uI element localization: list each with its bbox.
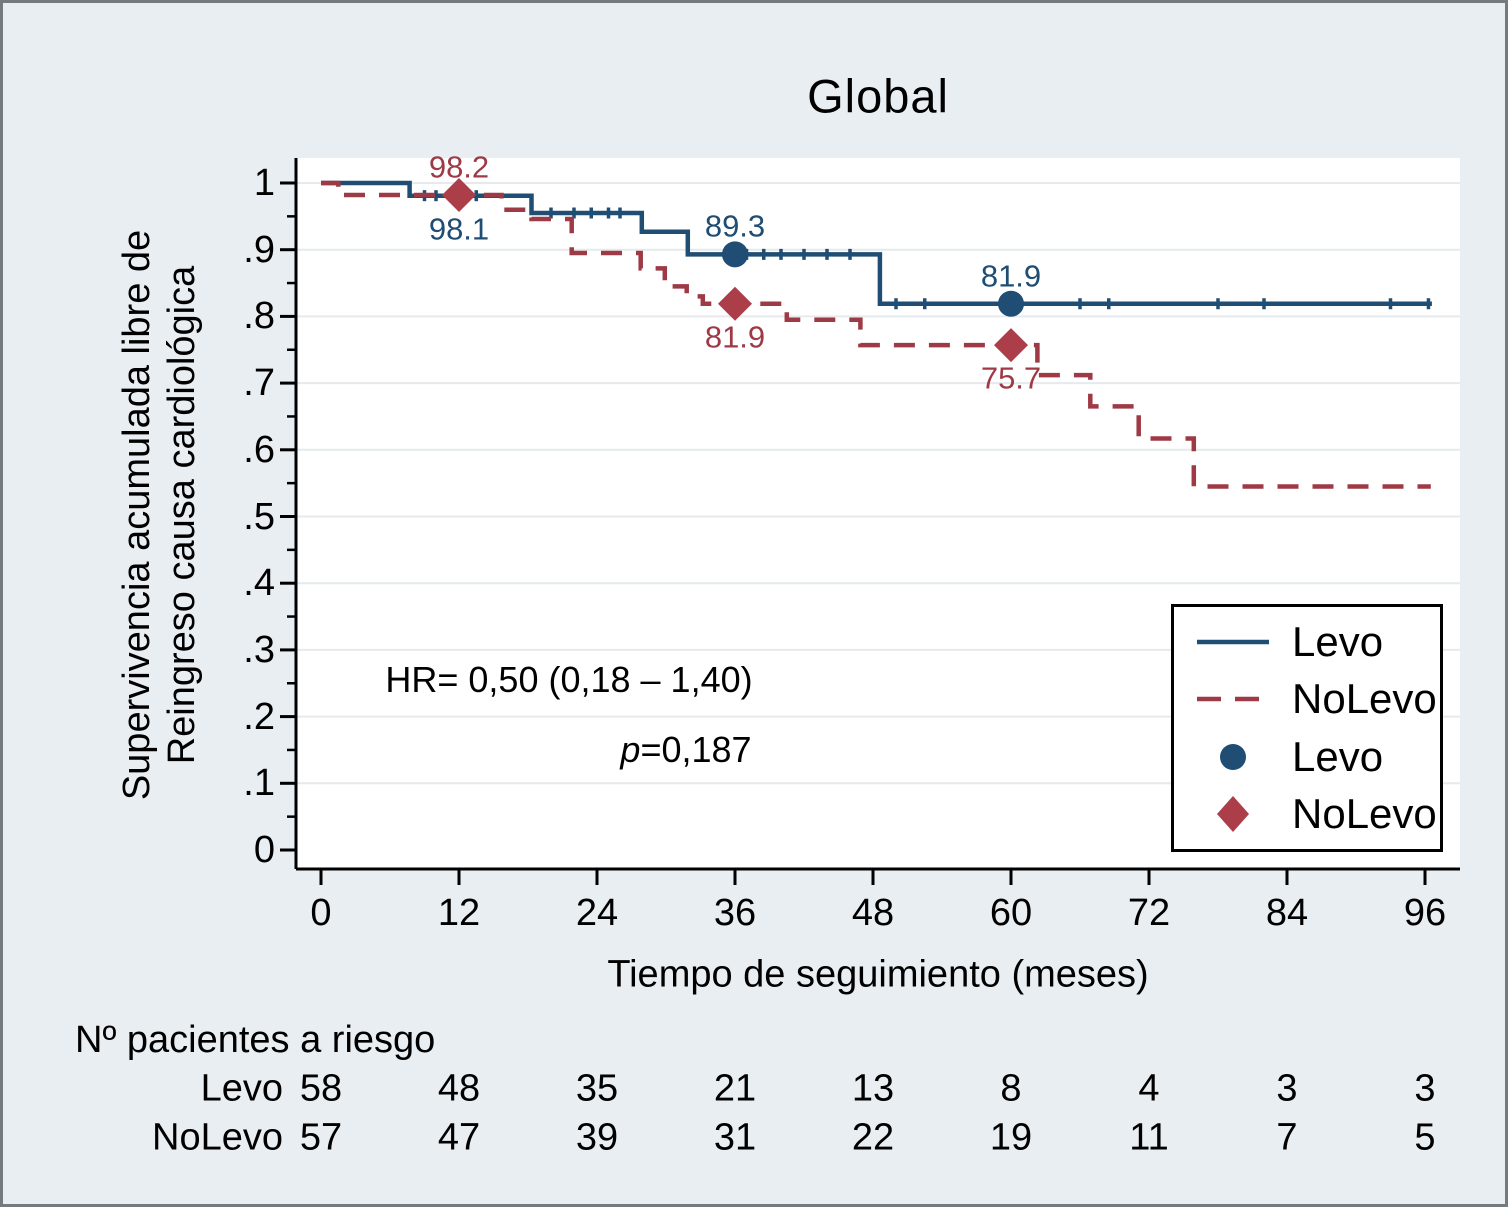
x-tick-label-48: 48 <box>851 892 895 934</box>
risk-value-levo-84: 3 <box>1276 1067 1298 1110</box>
legend-label-levo: Levo <box>1292 732 1384 780</box>
legend-entry-nolevo-dashed-line: NoLevo <box>1174 675 1440 723</box>
risk-row-label-levo: Levo <box>200 1067 283 1110</box>
legend-diamond-icon <box>1174 792 1292 836</box>
y-axis-title-line1: Supervivencia acumulada libre de <box>116 229 159 801</box>
risk-value-nolevo-84: 7 <box>1276 1116 1298 1159</box>
risk-value-nolevo-0: 57 <box>299 1116 343 1159</box>
risk-value-nolevo-96: 5 <box>1414 1116 1436 1159</box>
x-tick-label-36: 36 <box>713 892 757 934</box>
p-value-symbol: p <box>620 729 641 770</box>
annotation-nolevo-12: 98.2 <box>428 149 490 185</box>
hazard-ratio-text: HR= 0,50 (0,18 – 1,40) <box>385 659 753 700</box>
x-tick-label-24: 24 <box>575 892 619 934</box>
y-tick-label-0: 0 <box>253 829 275 871</box>
y-tick-label-5: .5 <box>243 495 275 538</box>
legend-entry-nolevo-diamond: NoLevo <box>1174 790 1440 838</box>
risk-value-levo-12: 48 <box>437 1067 481 1110</box>
legend-solid-line-icon <box>1174 622 1292 662</box>
legend-label-levo: Levo <box>1292 617 1384 665</box>
legend-label-nolevo: NoLevo <box>1292 675 1437 723</box>
risk-value-nolevo-72: 11 <box>1129 1116 1169 1159</box>
y-tick-label-3: .3 <box>243 628 275 671</box>
annotation-levo-60: 81.9 <box>980 258 1042 294</box>
risk-table-header: Nº pacientes a riesgo <box>75 1019 436 1061</box>
risk-value-nolevo-60: 19 <box>989 1116 1033 1159</box>
risk-value-nolevo-24: 39 <box>575 1116 619 1159</box>
legend-dashed-line-icon <box>1174 679 1292 719</box>
risk-row-label-nolevo: NoLevo <box>152 1116 283 1159</box>
y-tick-label-1: 1 <box>253 162 275 204</box>
legend-entry-levo-circle: Levo <box>1174 733 1440 781</box>
legend-box: Levo NoLevo Levo NoLevo <box>1171 604 1443 852</box>
annotation-levo-12: 98.1 <box>428 211 490 247</box>
y-tick-label-1: .1 <box>243 762 275 805</box>
y-tick-label-9: .9 <box>243 228 275 271</box>
risk-value-levo-24: 35 <box>575 1067 619 1110</box>
x-tick-label-0: 0 <box>310 892 332 934</box>
y-tick-label-2: .2 <box>243 695 275 738</box>
p-value-text: p=0,187 <box>620 729 751 771</box>
y-axis-title-line2: Reingreso causa cardiológica <box>161 265 203 765</box>
legend-circle-icon <box>1174 737 1292 777</box>
y-tick-label-6: .6 <box>243 428 275 471</box>
risk-value-nolevo-36: 31 <box>713 1116 757 1159</box>
risk-value-levo-0: 58 <box>299 1067 343 1110</box>
annotation-nolevo-36: 81.9 <box>704 319 766 355</box>
x-tick-label-72: 72 <box>1127 892 1171 934</box>
risk-value-levo-60: 8 <box>1000 1067 1022 1110</box>
risk-value-levo-48: 13 <box>851 1067 895 1110</box>
risk-value-levo-96: 3 <box>1414 1067 1436 1110</box>
y-tick-label-4: .4 <box>243 562 275 605</box>
x-tick-label-60: 60 <box>989 892 1033 934</box>
annotation-levo-36: 89.3 <box>704 208 766 244</box>
legend-entry-levo-solid-line: Levo <box>1174 618 1440 666</box>
x-axis-title: Tiempo de seguimiento (meses) <box>607 953 1149 996</box>
risk-value-levo-36: 21 <box>713 1067 757 1110</box>
y-axis-title: Supervivencia acumulada libre de Reingre… <box>115 230 205 800</box>
chart-title: Global <box>807 69 949 123</box>
risk-value-nolevo-12: 47 <box>437 1116 481 1159</box>
y-tick-label-8: .8 <box>243 295 275 338</box>
x-tick-label-96: 96 <box>1403 892 1447 934</box>
annotation-nolevo-60: 75.7 <box>980 360 1042 396</box>
legend-label-nolevo: NoLevo <box>1292 790 1437 838</box>
risk-value-nolevo-48: 22 <box>851 1116 895 1159</box>
risk-value-levo-72: 4 <box>1138 1067 1160 1110</box>
x-tick-label-84: 84 <box>1265 892 1309 934</box>
x-tick-label-12: 12 <box>437 892 481 934</box>
p-value-number: =0,187 <box>640 729 752 770</box>
y-tick-label-7: .7 <box>243 362 275 405</box>
